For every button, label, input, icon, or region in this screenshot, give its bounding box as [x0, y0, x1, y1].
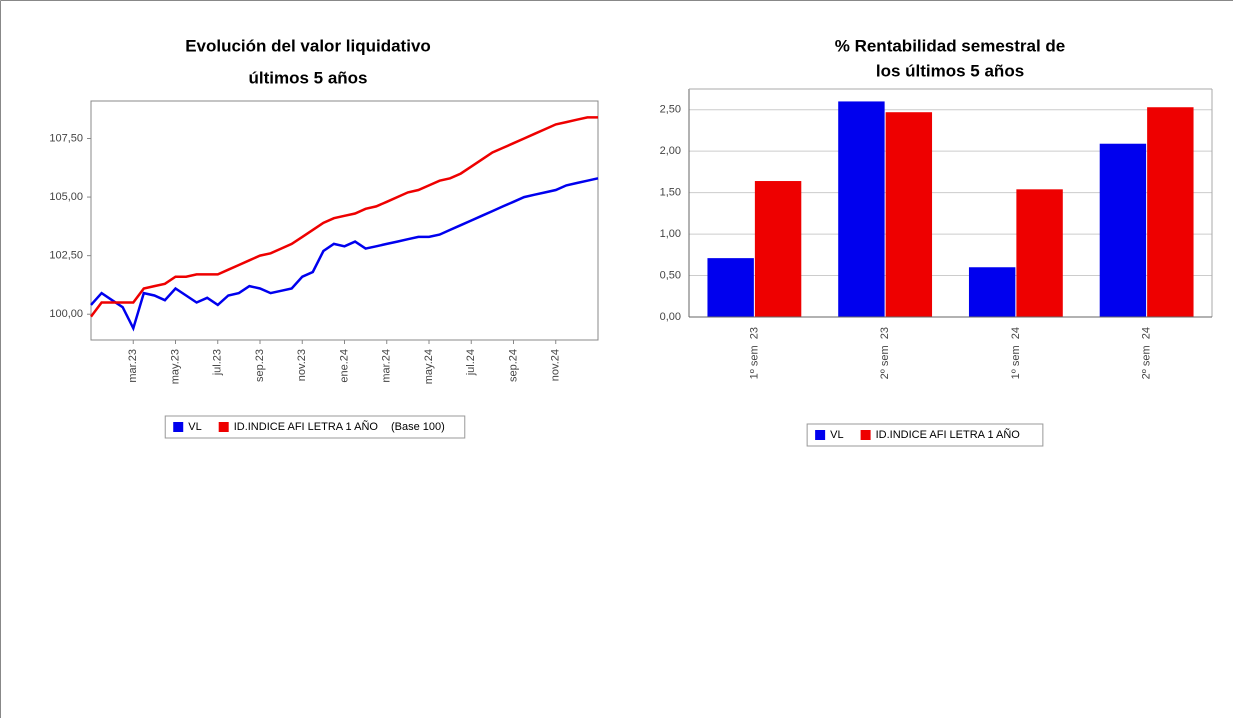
chart-title: últimos 5 años [248, 68, 367, 87]
legend-note: (Base 100) [391, 421, 445, 433]
legend-box [806, 423, 1044, 447]
x-tick-label: may.23 [169, 349, 181, 384]
series-line [90, 116, 598, 318]
x-tick-label: 1º sem 24 [1010, 327, 1022, 379]
x-tick-label: sep.24 [507, 349, 519, 382]
legend-swatch [860, 430, 871, 440]
x-tick-label: jul.23 [212, 349, 224, 376]
bar [968, 267, 1016, 317]
legend-swatch [815, 430, 826, 440]
y-tick-label: 0,00 [660, 311, 681, 323]
x-tick-label: nov.24 [550, 349, 562, 381]
y-tick-label: 107,50 [49, 132, 83, 144]
x-tick-label: 1º sem 23 [748, 327, 760, 379]
plot-frame [90, 100, 599, 341]
x-tick-label: may.24 [423, 349, 435, 384]
legend-label: VL [188, 421, 201, 433]
chart-title: Evolución del valor liquidativo [185, 36, 431, 55]
bar [838, 101, 885, 317]
legend-label: ID.INDICE AFI LETRA 1 AÑO [234, 420, 379, 433]
y-tick-label: 1,00 [660, 228, 681, 240]
bar [1147, 107, 1194, 318]
bar [885, 112, 933, 318]
legend-swatch [173, 422, 184, 432]
y-tick-label: 105,00 [49, 191, 83, 203]
legend: VL ID.INDICE AFI LETRA 1 AÑO [806, 423, 1044, 447]
x-tick-label: sep.23 [254, 349, 266, 382]
y-tick-label: 100,00 [49, 308, 83, 320]
bar [707, 258, 754, 317]
y-tick-label: 1,50 [660, 187, 681, 199]
bar [1099, 143, 1147, 317]
y-tick-label: 0,50 [660, 269, 681, 281]
y-tick-label: 102,50 [49, 250, 83, 262]
legend-box [164, 415, 466, 439]
chart-title: los últimos 5 años [876, 61, 1024, 80]
x-tick-label: 2º sem 23 [879, 327, 891, 379]
series-line [90, 177, 599, 332]
x-tick-label: nov.23 [296, 349, 308, 381]
x-tick-label: 2º sem 24 [1141, 327, 1153, 379]
legend-label: ID.INDICE AFI LETRA 1 AÑO [876, 428, 1021, 441]
x-tick-label: mar.23 [127, 349, 139, 383]
x-tick-label: mar.24 [381, 349, 393, 383]
legend-label: VL [830, 429, 843, 441]
legend-swatch [218, 422, 229, 432]
y-tick-label: 2,00 [660, 145, 681, 157]
bar [754, 181, 802, 317]
x-tick-label: jul.24 [465, 349, 477, 376]
legend: VL ID.INDICE AFI LETRA 1 AÑO (Base 100) [164, 415, 466, 439]
bar [1016, 189, 1063, 317]
x-tick-label: ene.24 [338, 349, 350, 383]
chart-title: % Rentabilidad semestral de [835, 36, 1066, 55]
y-tick-label: 2,50 [660, 104, 681, 116]
